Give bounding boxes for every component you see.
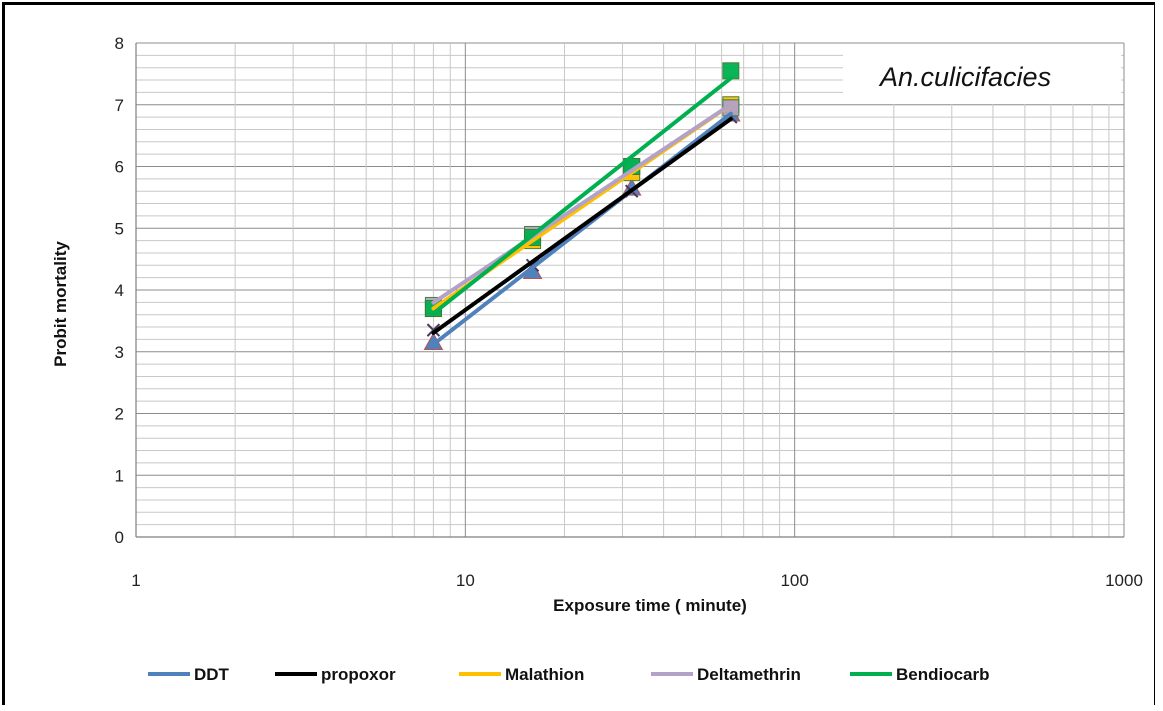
tick-labels: 0 1 2 3 4 5 6 7 8 1 10 100 1000	[115, 34, 1143, 590]
y-tick-label: 7	[115, 96, 124, 115]
legend-item-ddt: DDT	[148, 665, 230, 684]
y-tick-label: 4	[115, 281, 124, 300]
legend-item-propoxor: propoxor	[275, 665, 396, 684]
trend-line-propoxor	[431, 116, 733, 335]
grid-layer	[135, 42, 1125, 538]
annotation-box	[843, 44, 1121, 104]
legend-item-deltamethrin: Deltamethrin	[651, 665, 801, 684]
x-tick-label: 100	[780, 571, 808, 590]
y-axis-title: Probit mortality	[51, 241, 70, 367]
legend-label: Deltamethrin	[697, 665, 801, 684]
trend-line-ddt	[431, 111, 733, 347]
x-tick-label: 10	[456, 571, 475, 590]
x-axis-title: Exposure time ( minute)	[553, 596, 747, 615]
y-tick-label: 0	[115, 528, 124, 547]
species-annotation: An.culicifacies	[878, 62, 1051, 92]
legend-label: Malathion	[505, 665, 584, 684]
series-layer	[423, 62, 741, 350]
y-tick-label: 3	[115, 343, 124, 362]
data-point	[426, 323, 441, 337]
annotation-layer: An.culicifacies	[843, 44, 1121, 104]
x-tick-label: 1	[131, 571, 140, 590]
axes-layer	[135, 43, 1124, 538]
y-tick-label: 2	[115, 405, 124, 424]
legend: DDT propoxor Malathion Deltamethrin Bendioca…	[148, 665, 990, 684]
legend-label: Bendiocarb	[896, 665, 990, 684]
legend-label: propoxor	[321, 665, 396, 684]
x-tick-label: 1000	[1105, 571, 1143, 590]
legend-item-bendiocarb: Bendiocarb	[850, 665, 990, 684]
legend-item-malathion: Malathion	[459, 665, 584, 684]
y-tick-label: 8	[115, 34, 124, 53]
legend-label: DDT	[194, 665, 230, 684]
y-tick-label: 1	[115, 466, 124, 485]
trend-line-bendiocarb	[431, 76, 733, 316]
y-tick-label: 5	[115, 219, 124, 238]
y-tick-label: 6	[115, 158, 124, 177]
trend-line-deltamethrin	[431, 102, 733, 305]
